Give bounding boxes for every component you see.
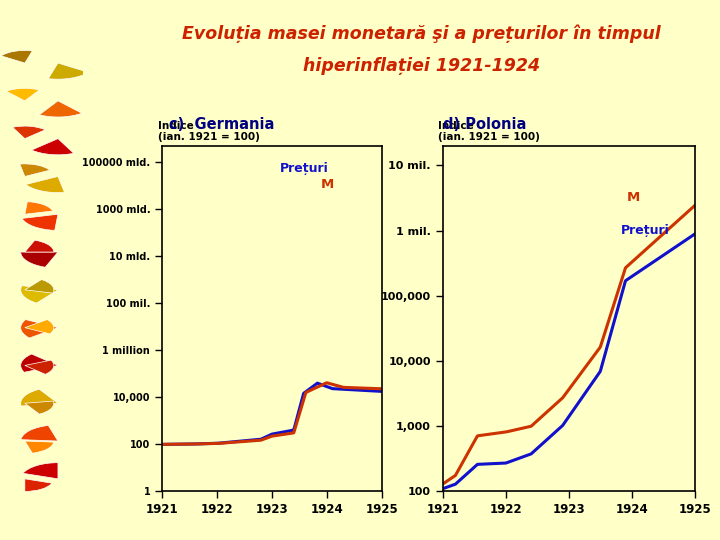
Wedge shape	[20, 164, 50, 177]
Wedge shape	[40, 101, 82, 117]
Wedge shape	[6, 88, 40, 101]
Text: d) Polonia: d) Polonia	[443, 117, 526, 132]
Wedge shape	[24, 320, 54, 334]
Wedge shape	[24, 202, 53, 214]
Text: c)  Germania: c) Germania	[169, 117, 274, 132]
Text: M: M	[627, 192, 640, 205]
Wedge shape	[21, 320, 58, 338]
Text: M: M	[321, 178, 335, 191]
Wedge shape	[21, 426, 58, 441]
Wedge shape	[24, 401, 54, 414]
Wedge shape	[23, 463, 58, 479]
Wedge shape	[1, 50, 32, 63]
Wedge shape	[24, 280, 54, 293]
Wedge shape	[24, 441, 54, 453]
Wedge shape	[12, 126, 45, 139]
Text: Prețuri: Prețuri	[280, 161, 329, 174]
Wedge shape	[22, 214, 58, 231]
Wedge shape	[32, 139, 73, 155]
Text: Evoluția masei monetară şi a prețurilor în timpul: Evoluția masei monetară şi a prețurilor …	[182, 24, 660, 43]
Text: Indice
(ian. 1921 = 100): Indice (ian. 1921 = 100)	[158, 121, 259, 143]
Wedge shape	[21, 389, 58, 406]
Wedge shape	[24, 240, 54, 252]
Wedge shape	[26, 177, 64, 193]
Wedge shape	[48, 63, 89, 79]
Text: Indice
(ian. 1921 = 100): Indice (ian. 1921 = 100)	[438, 121, 539, 143]
Wedge shape	[21, 354, 58, 372]
Text: hiperinflației 1921-1924: hiperinflației 1921-1924	[302, 57, 540, 75]
Text: Prețuri: Prețuri	[621, 224, 669, 237]
Wedge shape	[21, 252, 58, 267]
Wedge shape	[24, 479, 52, 491]
Wedge shape	[21, 286, 58, 303]
Wedge shape	[24, 360, 54, 374]
